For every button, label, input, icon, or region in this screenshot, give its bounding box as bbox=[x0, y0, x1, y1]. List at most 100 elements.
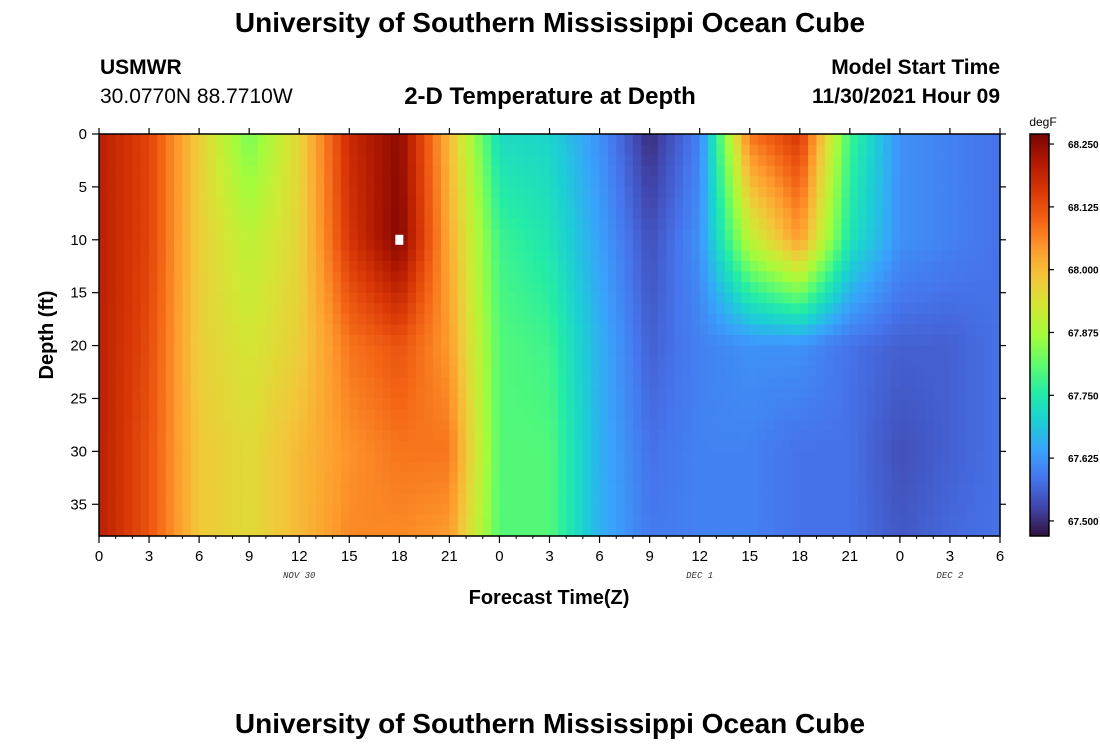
heatmap-cell bbox=[549, 260, 559, 273]
heatmap-cell bbox=[733, 303, 742, 315]
heatmap-cell bbox=[783, 144, 793, 156]
heatmap-cell bbox=[924, 250, 934, 262]
heatmap-cell bbox=[916, 250, 926, 262]
heatmap-cell bbox=[874, 260, 884, 273]
heatmap-cell bbox=[749, 440, 759, 452]
heatmap-cell bbox=[566, 260, 576, 273]
heatmap-cell bbox=[966, 398, 976, 410]
heatmap-cell bbox=[149, 239, 158, 251]
heatmap-cell bbox=[516, 483, 526, 495]
heatmap-cell bbox=[132, 176, 142, 188]
heatmap-cell bbox=[457, 366, 467, 378]
heatmap-cell bbox=[124, 451, 133, 463]
heatmap-cell bbox=[524, 483, 534, 495]
heatmap-cell bbox=[799, 504, 809, 516]
heatmap-cell bbox=[424, 440, 434, 452]
heatmap-cell bbox=[891, 134, 901, 146]
heatmap-cell bbox=[966, 419, 976, 431]
heatmap-cell bbox=[941, 504, 951, 516]
heatmap-cell bbox=[641, 387, 651, 400]
heatmap-cell bbox=[899, 155, 909, 167]
heatmap-cell bbox=[824, 451, 834, 463]
heatmap-cell bbox=[257, 282, 267, 294]
heatmap-cell bbox=[491, 271, 501, 283]
heatmap-cell bbox=[549, 472, 559, 484]
heatmap-cell bbox=[124, 271, 133, 283]
heatmap-cell bbox=[449, 419, 459, 431]
heatmap-cell bbox=[215, 324, 225, 336]
heatmap-cell bbox=[816, 155, 826, 167]
heatmap-cell bbox=[315, 176, 325, 188]
heatmap-cell bbox=[165, 260, 175, 273]
heatmap-cell bbox=[474, 292, 484, 304]
heatmap-cell bbox=[866, 483, 876, 495]
heatmap-cell bbox=[265, 239, 275, 251]
heatmap-cell bbox=[641, 165, 651, 177]
heatmap-cell bbox=[632, 155, 642, 167]
heatmap-cell bbox=[265, 208, 275, 220]
heatmap-cell bbox=[574, 419, 584, 431]
heatmap-cell bbox=[457, 313, 467, 326]
heatmap-cell bbox=[741, 282, 751, 294]
heatmap-cell bbox=[365, 366, 375, 378]
heatmap-cell bbox=[783, 493, 793, 505]
heatmap-cell bbox=[140, 292, 150, 304]
heatmap-cell bbox=[532, 208, 542, 220]
heatmap-cell bbox=[799, 239, 809, 251]
heatmap-cell bbox=[199, 514, 209, 527]
heatmap-cell bbox=[841, 165, 851, 177]
heatmap-cell bbox=[457, 176, 467, 188]
heatmap-cell bbox=[507, 409, 517, 421]
heatmap-cell bbox=[649, 208, 659, 220]
heatmap-cell bbox=[708, 504, 717, 516]
heatmap-cell bbox=[516, 292, 526, 304]
heatmap-cell bbox=[849, 324, 859, 336]
heatmap-cell bbox=[240, 303, 250, 315]
heatmap-cell bbox=[599, 335, 609, 347]
heatmap-cell bbox=[182, 493, 192, 505]
heatmap-cell bbox=[591, 134, 601, 146]
heatmap-cell bbox=[549, 525, 559, 537]
heatmap-cell bbox=[849, 218, 859, 230]
heatmap-cell bbox=[958, 250, 968, 262]
heatmap-cell bbox=[416, 186, 425, 199]
heatmap-cell bbox=[124, 366, 133, 378]
heatmap-cell bbox=[616, 483, 626, 495]
heatmap-cell bbox=[249, 208, 259, 220]
heatmap-cell bbox=[99, 335, 108, 347]
heatmap-cell bbox=[674, 451, 684, 463]
heatmap-cell bbox=[624, 483, 634, 495]
heatmap-cell bbox=[666, 440, 676, 452]
station-name: USMWR bbox=[100, 56, 182, 79]
heatmap-cell bbox=[783, 440, 793, 452]
heatmap-cell bbox=[974, 303, 984, 315]
heatmap-cell bbox=[983, 186, 993, 199]
heatmap-cell bbox=[699, 165, 709, 177]
heatmap-cell bbox=[774, 366, 784, 378]
heatmap-cell bbox=[941, 335, 951, 347]
heatmap-cell bbox=[699, 282, 709, 294]
heatmap-cell bbox=[858, 387, 868, 400]
heatmap-cell bbox=[716, 504, 726, 516]
heatmap-cell bbox=[891, 356, 901, 368]
heatmap-cell bbox=[215, 335, 225, 347]
heatmap-cell bbox=[899, 292, 909, 304]
heatmap-cell bbox=[257, 250, 267, 262]
heatmap-cell bbox=[499, 483, 509, 495]
heatmap-cell bbox=[324, 134, 334, 146]
heatmap-cell bbox=[733, 440, 742, 452]
heatmap-cell bbox=[365, 239, 375, 251]
heatmap-cell bbox=[766, 472, 776, 484]
heatmap-cell bbox=[474, 218, 484, 230]
heatmap-cell bbox=[941, 134, 951, 146]
y-tick-label: 5 bbox=[79, 179, 87, 196]
heatmap-cell bbox=[432, 324, 442, 336]
heatmap-cell bbox=[858, 144, 868, 156]
heatmap-cell bbox=[858, 324, 868, 336]
heatmap-cell bbox=[557, 398, 567, 410]
heatmap-cell bbox=[974, 483, 984, 495]
heatmap-cell bbox=[432, 419, 442, 431]
heatmap-cell bbox=[324, 409, 334, 421]
heatmap-cell bbox=[958, 377, 968, 389]
heatmap-cell bbox=[491, 250, 501, 262]
